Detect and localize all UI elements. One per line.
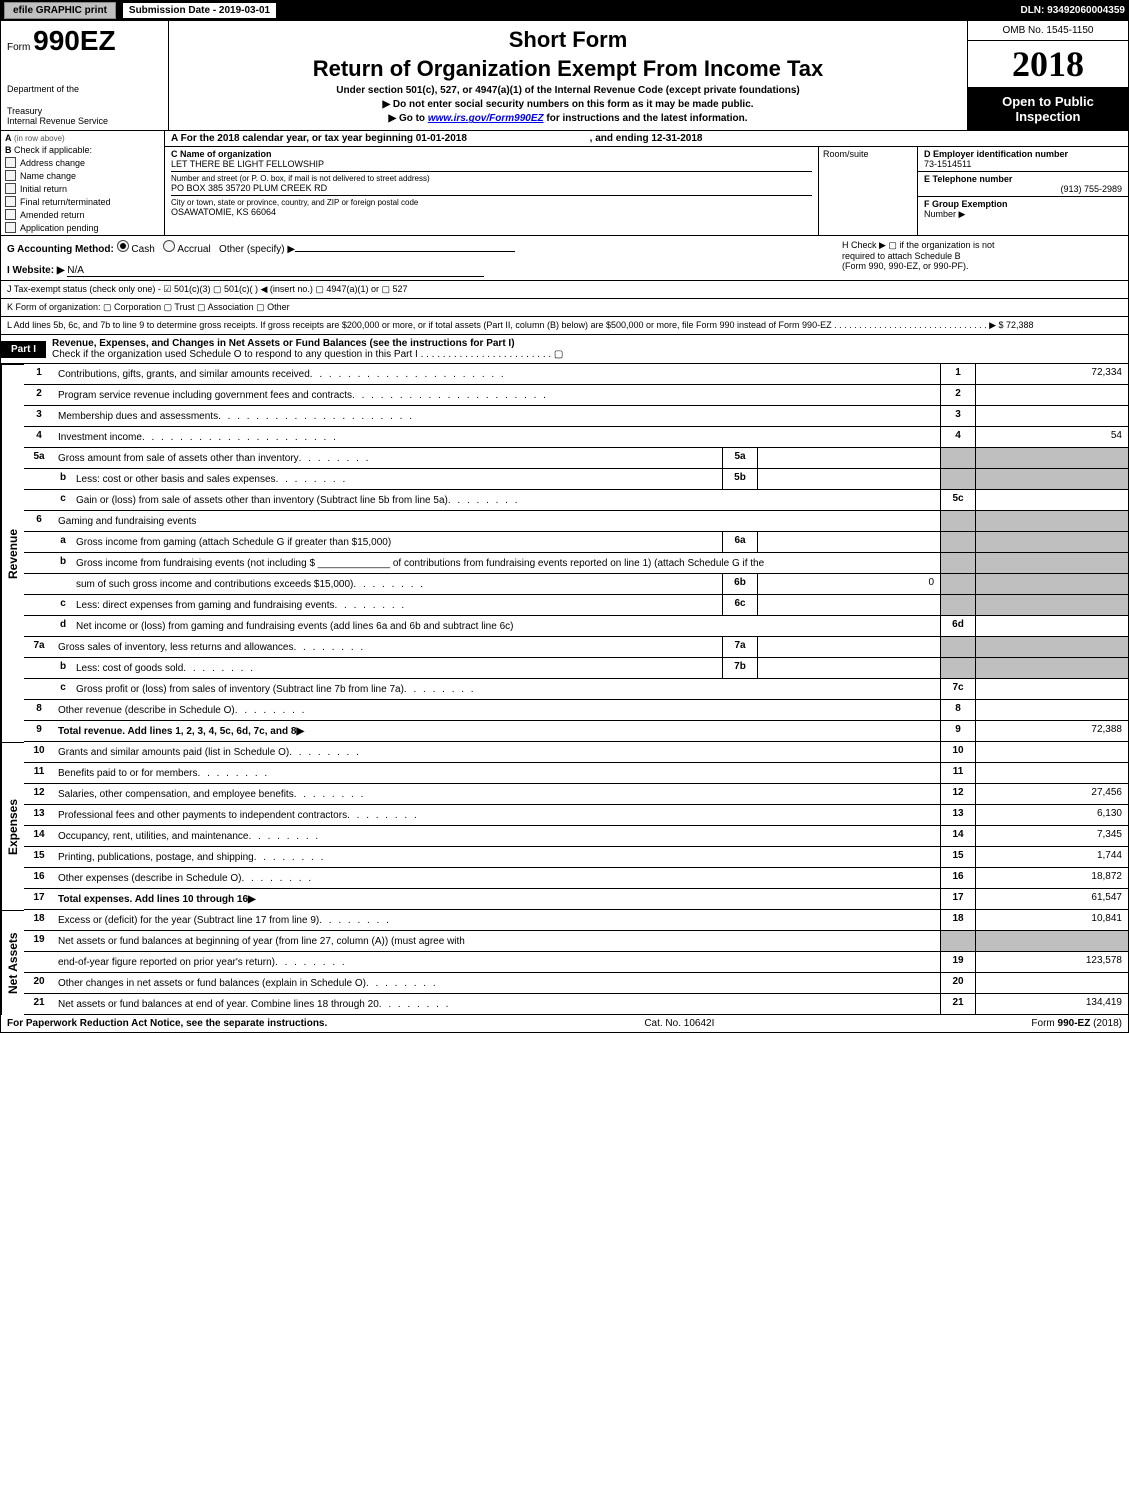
row-5a: 5aGross amount from sale of assets other… (24, 448, 1129, 469)
row-7c: cGross profit or (loss) from sales of in… (24, 679, 1129, 700)
section-h: H Check ▶ ▢ if the organization is not r… (842, 240, 1122, 276)
footer-right: Form 990-EZ (2018) (1031, 1018, 1122, 1029)
side-expenses: Expenses (1, 742, 24, 910)
section-g: G Accounting Method: Cash Accrual Other … (7, 240, 812, 255)
section-ac: A For the 2018 calendar year, or tax yea… (165, 131, 1128, 235)
irs-label: Internal Revenue Service (7, 116, 162, 126)
expenses-section: Expenses 10Grants and similar amounts pa… (0, 742, 1129, 910)
goto-link[interactable]: www.irs.gov/Form990EZ (428, 113, 544, 124)
row-6a: aGross income from gaming (attach Schedu… (24, 532, 1129, 553)
goto-instructions: ▶ Go to www.irs.gov/Form990EZ for instru… (173, 113, 963, 124)
section-ghi: G Accounting Method: Cash Accrual Other … (0, 236, 1129, 281)
side-netassets: Net Assets (1, 910, 24, 1015)
org-name: LET THERE BE LIGHT FELLOWSHIP (171, 159, 812, 169)
under-section: Under section 501(c), 527, or 4947(a)(1)… (173, 85, 963, 96)
form-number-990: 990 (33, 25, 80, 56)
chk-address-change[interactable]: Address change (5, 157, 160, 168)
identity-block: A (in row above) B Check if applicable: … (0, 131, 1129, 236)
row-6c: cLess: direct expenses from gaming and f… (24, 595, 1129, 616)
page-footer: For Paperwork Reduction Act Notice, see … (0, 1015, 1129, 1033)
section-a: A For the 2018 calendar year, or tax yea… (165, 131, 1128, 147)
revenue-section: Revenue 1Contributions, gifts, grants, a… (0, 364, 1129, 742)
row-19-2: end-of-year figure reported on prior yea… (24, 952, 1129, 973)
section-k: K Form of organization: ▢ Corporation ▢ … (0, 299, 1129, 317)
row-5b: bLess: cost or other basis and sales exp… (24, 469, 1129, 490)
chk-initial-return[interactable]: Initial return (5, 183, 160, 194)
form-prefix: Form (7, 42, 30, 53)
section-c: C Name of organization LET THERE BE LIGH… (165, 147, 819, 235)
omb-number: OMB No. 1545-1150 (968, 21, 1128, 41)
row-6d: dNet income or (loss) from gaming and fu… (24, 616, 1129, 637)
footer-left: For Paperwork Reduction Act Notice, see … (7, 1018, 327, 1029)
radio-accrual[interactable] (163, 240, 175, 252)
row-6b-1: bGross income from fundraising events (n… (24, 553, 1129, 574)
row-8: 8Other revenue (describe in Schedule O)8 (24, 700, 1129, 721)
row-13: 13Professional fees and other payments t… (24, 805, 1129, 826)
row-18: 18Excess or (deficit) for the year (Subt… (24, 910, 1129, 931)
footer-mid: Cat. No. 10642I (644, 1018, 714, 1029)
row-6b-2: sum of such gross income and contributio… (24, 574, 1129, 595)
header-left: Form 990EZ Department of the Treasury In… (1, 21, 169, 130)
website: N/A (67, 265, 484, 277)
part-badge: Part I (1, 341, 46, 358)
short-form-title: Short Form (173, 27, 963, 53)
open-to-public: Open to Public Inspection (968, 88, 1128, 130)
return-title: Return of Organization Exempt From Incom… (173, 56, 963, 82)
do-not-enter: ▶ Do not enter social security numbers o… (173, 99, 963, 110)
efile-print-button[interactable]: efile GRAPHIC print (4, 2, 116, 19)
dept-of-the: Department of the (7, 84, 162, 94)
section-a-inline: (in row above) (14, 134, 65, 143)
section-i: I Website: ▶ N/A (7, 265, 812, 276)
form-number-ez: EZ (80, 25, 116, 56)
row-16: 16Other expenses (describe in Schedule O… (24, 868, 1129, 889)
submission-date: Submission Date - 2019-03-01 (122, 2, 277, 19)
row-20: 20Other changes in net assets or fund ba… (24, 973, 1129, 994)
treasury: Treasury (7, 106, 162, 116)
header-middle: Short Form Return of Organization Exempt… (169, 21, 967, 130)
radio-cash[interactable] (117, 240, 129, 252)
org-city: OSAWATOMIE, KS 66064 (171, 207, 812, 217)
section-j: J Tax-exempt status (check only one) - ☑… (0, 281, 1129, 299)
row-2: 2Program service revenue including gover… (24, 385, 1129, 406)
row-7b: bLess: cost of goods sold7b (24, 658, 1129, 679)
row-7a: 7aGross sales of inventory, less returns… (24, 637, 1129, 658)
row-11: 11Benefits paid to or for members11 (24, 763, 1129, 784)
row-6: 6Gaming and fundraising events (24, 511, 1129, 532)
top-bar: efile GRAPHIC print Submission Date - 20… (0, 0, 1129, 21)
row-15: 15Printing, publications, postage, and s… (24, 847, 1129, 868)
chk-final-return[interactable]: Final return/terminated (5, 196, 160, 207)
row-3: 3Membership dues and assessments3 (24, 406, 1129, 427)
row-12: 12Salaries, other compensation, and empl… (24, 784, 1129, 805)
side-revenue: Revenue (1, 364, 24, 742)
row-21: 21Net assets or fund balances at end of … (24, 994, 1129, 1015)
chk-name-change[interactable]: Name change (5, 170, 160, 181)
row-19-1: 19Net assets or fund balances at beginni… (24, 931, 1129, 952)
ein: 73-1514511 (924, 159, 1122, 169)
netassets-section: Net Assets 18Excess or (deficit) for the… (0, 910, 1129, 1015)
section-def: D Employer identification number 73-1514… (918, 147, 1128, 235)
row-1: 1Contributions, gifts, grants, and simil… (24, 364, 1129, 385)
row-10: 10Grants and similar amounts paid (list … (24, 742, 1129, 763)
header-right: OMB No. 1545-1150 2018 Open to Public In… (967, 21, 1128, 130)
section-b: A (in row above) B Check if applicable: … (1, 131, 165, 235)
row-4: 4Investment income454 (24, 427, 1129, 448)
row-5c: cGain or (loss) from sale of assets othe… (24, 490, 1129, 511)
chk-amended-return[interactable]: Amended return (5, 209, 160, 220)
phone: (913) 755-2989 (924, 184, 1122, 194)
chk-application-pending[interactable]: Application pending (5, 222, 160, 233)
row-9: 9Total revenue. Add lines 1, 2, 3, 4, 5c… (24, 721, 1129, 742)
form-header: Form 990EZ Department of the Treasury In… (0, 21, 1129, 131)
section-l: L Add lines 5b, 6c, and 7b to line 9 to … (0, 317, 1129, 335)
room-suite: Room/suite (819, 147, 918, 235)
row-14: 14Occupancy, rent, utilities, and mainte… (24, 826, 1129, 847)
tax-year: 2018 (968, 41, 1128, 88)
dln-label: DLN: 93492060004359 (1020, 5, 1125, 16)
row-17: 17Total expenses. Add lines 10 through 1… (24, 889, 1129, 910)
org-address: PO BOX 385 35720 PLUM CREEK RD (171, 183, 812, 193)
part-1-header: Part I Revenue, Expenses, and Changes in… (0, 335, 1129, 364)
